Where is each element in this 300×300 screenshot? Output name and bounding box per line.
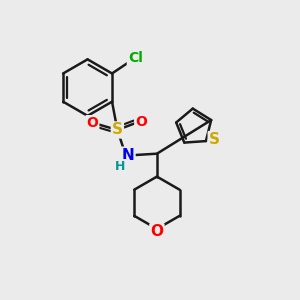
Text: O: O bbox=[150, 224, 164, 239]
Text: O: O bbox=[86, 116, 98, 130]
Text: S: S bbox=[209, 132, 220, 147]
Text: O: O bbox=[135, 115, 147, 129]
Text: N: N bbox=[122, 148, 134, 163]
Text: S: S bbox=[112, 122, 123, 137]
Text: Cl: Cl bbox=[128, 51, 143, 65]
Text: H: H bbox=[115, 160, 125, 173]
